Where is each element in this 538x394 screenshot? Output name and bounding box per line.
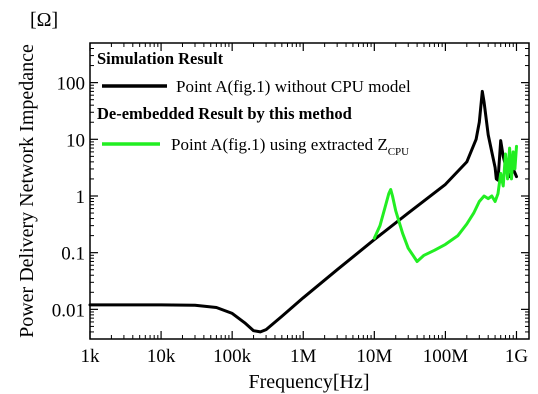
legend-heading-simulation: Simulation Result [97,49,224,68]
x-tick-label: 100M [423,346,469,367]
plot-frame [89,42,530,340]
series-layer [88,89,518,334]
x-tick-label: 1M [290,346,317,367]
x-axis-label: Frequency[Hz] [248,371,369,393]
legend-entry-extracted-z-main: Point A(fig.1) using extracted Z [171,135,388,154]
y-tick-label: 10 [66,130,85,151]
x-tick-label: 10M [356,346,392,367]
y-tick-label: 1 [76,187,86,208]
x-tick-label: 100k [213,346,252,367]
legend-entry-without-cpu: Point A(fig.1) without CPU model [176,77,411,96]
legend-heading-deembedded: De-embedded Result by this method [97,104,352,123]
legend: Simulation Result Point A(fig.1) without… [97,49,411,158]
axis-ticks: 1k 10k 100k 1M 10M 100M 1G 0.01 0.1 1 10 100 [52,42,529,367]
x-tick-label: 1G [505,346,529,367]
series-without-cpu-line [88,89,518,334]
x-tick-label: 1k [81,346,101,367]
y-axis-unit: [Ω] [30,9,58,31]
x-tick-label: 10k [147,346,176,367]
legend-entry-subscript: CPU [388,146,409,158]
series-extracted-z-line [372,144,518,263]
y-axis-label: Power Delivery Network Impedance [16,44,38,338]
y-tick-label: 0.01 [52,300,85,321]
legend-entry-extracted-z: Point A(fig.1) using extracted ZCPU [171,135,409,158]
y-tick-label: 0.1 [61,244,85,265]
y-tick-label: 100 [57,74,86,95]
